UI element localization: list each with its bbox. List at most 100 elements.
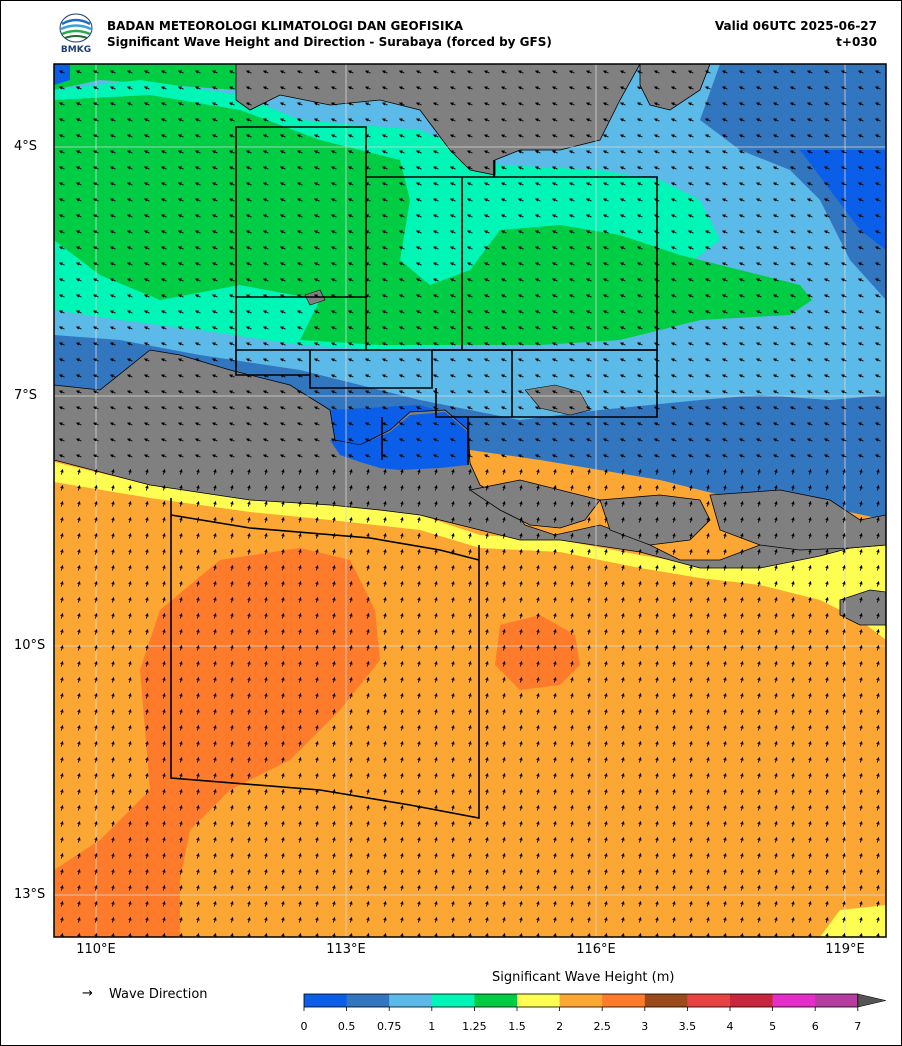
- wave-arrow: [109, 214, 116, 218]
- wave-arrow: [92, 118, 99, 122]
- wave-arrow: [551, 118, 558, 122]
- wave-arrow: [330, 166, 337, 170]
- wave-arrow: [874, 70, 881, 74]
- wave-arrow: [313, 166, 320, 170]
- wave-arrow: [262, 134, 269, 138]
- wave-arrow: [670, 134, 677, 138]
- wave-arrow: [568, 102, 575, 106]
- wave-arrow: [874, 102, 881, 106]
- colorbar-swatch: [304, 994, 348, 1007]
- wave-arrow: [279, 86, 286, 90]
- wave-arrow: [296, 198, 303, 202]
- wave-arrow: [483, 118, 490, 122]
- zone-1.25-1.5-nw: [54, 64, 236, 90]
- wave-arrow: [568, 182, 575, 186]
- wave-arrow: [245, 70, 252, 74]
- zone-1.25-1.5: [54, 95, 812, 345]
- wave-arrow: [194, 182, 201, 186]
- wave-arrow: [619, 166, 626, 170]
- wave-arrow: [823, 118, 830, 122]
- wave-arrow: [194, 166, 201, 170]
- wave-arrow: [823, 166, 830, 170]
- wave-arrow: [245, 198, 252, 202]
- wave-arrow: [721, 86, 728, 90]
- colorbar-tick-label: 3.5: [678, 1020, 697, 1033]
- wave-arrow: [585, 70, 592, 74]
- zone-1.5-2-se: [820, 905, 886, 937]
- wave-arrow: [126, 182, 133, 186]
- wave-arrow: [534, 134, 541, 138]
- wave-arrow: [721, 70, 728, 74]
- wave-arrow: [721, 198, 728, 202]
- wave-arrow: [704, 86, 711, 90]
- wave-arrow: [840, 182, 847, 186]
- wave-arrow: [245, 150, 252, 154]
- wave-arrow: [228, 70, 235, 74]
- wave-arrow: [755, 70, 762, 74]
- wave-arrow: [415, 166, 422, 170]
- wave-arrow: [568, 86, 575, 90]
- wave-arrow: [568, 118, 575, 122]
- colorbar-tick-label: 4: [726, 1020, 734, 1033]
- wave-arrow: [92, 150, 99, 154]
- wave-arrow: [755, 86, 762, 90]
- lon-label-113e: 113°E: [326, 942, 366, 957]
- wave-arrow: [449, 134, 456, 138]
- wave-arrow: [823, 182, 830, 186]
- wave-arrow: [143, 102, 150, 106]
- wave-arrow: [126, 102, 133, 106]
- wave-arrow: [347, 102, 354, 106]
- sumba-island: [839, 589, 886, 626]
- wave-arrow: [653, 118, 660, 122]
- colorbar-swatch: [474, 994, 518, 1007]
- wave-arrow: [551, 70, 558, 74]
- wave-arrow: [143, 214, 150, 218]
- colorbar-tick-label: 0.5: [337, 1020, 356, 1033]
- wave-arrow: [585, 182, 592, 186]
- wave-arrow: [874, 118, 881, 122]
- wave-arrow: [755, 102, 762, 106]
- wave-arrow: [840, 166, 847, 170]
- wave-arrow: [177, 134, 184, 138]
- bali-island: [468, 479, 601, 529]
- wave-arrow: [381, 70, 388, 74]
- wave-arrow: [58, 182, 65, 186]
- wave-arrow: [398, 102, 405, 106]
- wave-arrow: [398, 134, 405, 138]
- wave-arrow: [466, 102, 473, 106]
- wave-arrow: [857, 198, 864, 202]
- wave-arrow: [262, 182, 269, 186]
- wave-arrow: [58, 198, 65, 202]
- wave-arrow: [772, 166, 779, 170]
- wave-arrow: [789, 150, 796, 154]
- wave-arrow: [721, 134, 728, 138]
- wave-arrow: [194, 118, 201, 122]
- wave-arrow: [313, 102, 320, 106]
- wave-arrow: [381, 150, 388, 154]
- wave-arrow: [262, 198, 269, 202]
- wave-arrow: [874, 134, 881, 138]
- wave-arrow: [347, 86, 354, 90]
- wave-arrow: [687, 118, 694, 122]
- wave-arrow: [721, 118, 728, 122]
- wave-arrow: [687, 182, 694, 186]
- wave-arrow: [160, 70, 167, 74]
- wave-arrow: [75, 150, 82, 154]
- wave-arrow: [687, 198, 694, 202]
- wave-arrow: [398, 150, 405, 154]
- wave-arrow: [483, 166, 490, 170]
- wave-arrow: [381, 134, 388, 138]
- wave-arrow: [619, 118, 626, 122]
- wave-arrow: [772, 198, 779, 202]
- wave-arrow: [211, 102, 218, 106]
- colorbar: [303, 993, 886, 1011]
- wave-arrow: [653, 102, 660, 106]
- wave-arrow: [483, 70, 490, 74]
- wave-arrow: [194, 134, 201, 138]
- sumbawa-island: [709, 489, 886, 551]
- wave-arrow: [432, 86, 439, 90]
- colorbar-tick-label: 0: [300, 1020, 308, 1033]
- wave-arrow: [823, 198, 830, 202]
- wave-arrow: [636, 134, 643, 138]
